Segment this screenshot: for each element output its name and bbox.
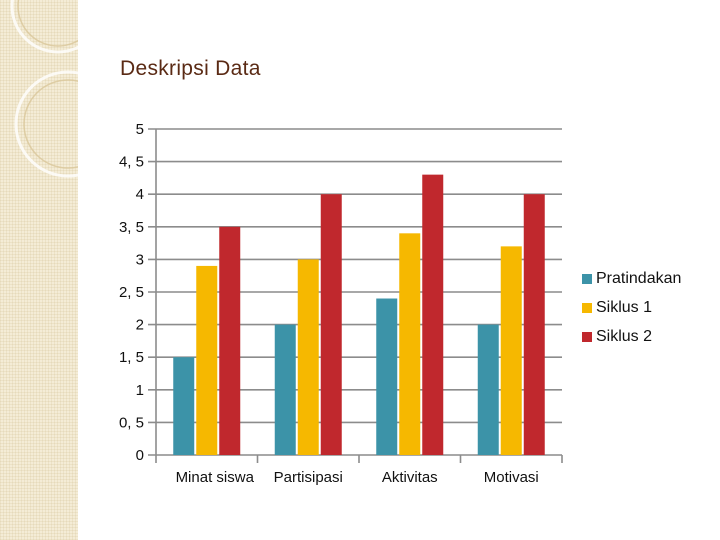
legend-item-siklus-1: Siklus 1 — [582, 293, 681, 322]
bar-pratindakan — [376, 298, 398, 455]
legend-swatch-siklus-1 — [582, 302, 592, 313]
bars — [173, 174, 545, 455]
y-tick-label: 4 — [136, 186, 144, 203]
bar-siklus-2 — [422, 174, 444, 455]
x-category-label: Partisipasi — [274, 469, 343, 486]
y-tick-label: 0 — [136, 447, 144, 464]
bar-pratindakan — [274, 324, 296, 455]
bar-pratindakan — [173, 357, 195, 455]
y-tick-label: 2 — [136, 317, 144, 334]
bar-siklus-2 — [523, 194, 545, 455]
legend-label-pratindakan: Pratindakan — [596, 269, 682, 287]
y-tick-label: 2, 5 — [119, 284, 144, 301]
y-tick-label: 3, 5 — [119, 219, 144, 236]
bar-siklus-1 — [196, 265, 218, 455]
x-category-label: Motivasi — [484, 469, 539, 486]
x-category-label: Minat siswa — [176, 469, 255, 486]
y-tick-label: 1 — [136, 382, 144, 399]
legend-label-siklus-1: Siklus 1 — [596, 298, 653, 316]
y-tick-label: 3 — [136, 251, 144, 268]
legend-label-siklus-2: Siklus 2 — [596, 327, 653, 345]
y-tick-label: 4, 5 — [119, 154, 144, 171]
bar-siklus-1 — [399, 233, 421, 455]
y-tick-label: 5 — [136, 121, 144, 138]
legend-item-siklus-2: Siklus 2 — [582, 322, 681, 351]
bar-siklus-2 — [320, 194, 342, 455]
x-axis-category-labels: Minat siswa Partisipasi Aktivitas Motivasi — [176, 469, 539, 486]
y-tick-label: 0, 5 — [119, 414, 144, 431]
legend-swatch-siklus-2 — [582, 331, 592, 342]
x-category-label: Aktivitas — [382, 469, 438, 486]
slide-title: Deskripsi Data — [120, 57, 261, 80]
legend-item-pratindakan: Pratindakan — [582, 264, 681, 293]
y-tick-label: 1, 5 — [119, 349, 144, 366]
legend-swatch-pratindakan — [582, 273, 592, 284]
chart-legend: Pratindakan Siklus 1 Siklus 2 — [582, 264, 681, 351]
bar-pratindakan — [477, 324, 499, 455]
bar-siklus-1 — [297, 259, 319, 455]
bar-siklus-1 — [500, 246, 522, 455]
decorative-rings-icon — [10, 0, 78, 178]
decorative-side-strip — [0, 0, 78, 540]
bar-siklus-2 — [219, 226, 241, 455]
y-axis-tick-labels: 0 0, 5 1 1, 5 2 2, 5 3 3, 5 4 4, 5 5 — [119, 121, 144, 464]
